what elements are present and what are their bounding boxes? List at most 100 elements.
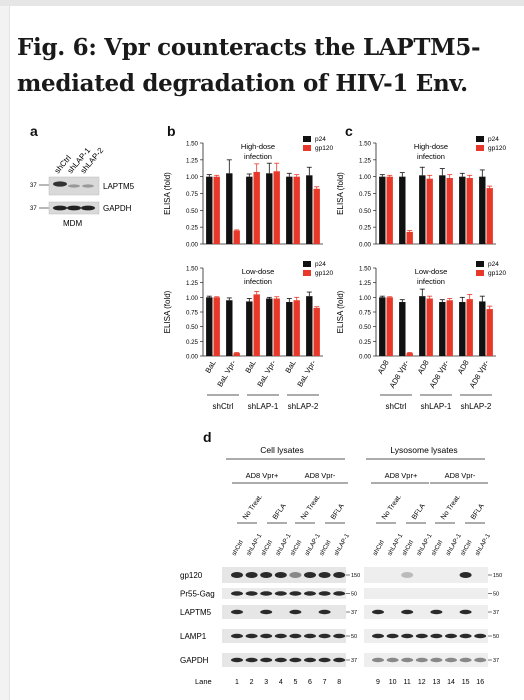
- panel-label-c: c: [345, 123, 353, 139]
- y-tick-label: 0.50: [359, 324, 372, 331]
- band: [372, 657, 384, 663]
- bar-gp120: [406, 231, 413, 244]
- lane-number: 15: [462, 679, 470, 686]
- bar-p24: [246, 301, 253, 356]
- y-axis-label: ELISA (fold): [163, 290, 172, 333]
- band: [333, 591, 346, 596]
- band: [289, 572, 302, 578]
- y-tick-label: 0.00: [186, 242, 199, 249]
- band: [459, 633, 472, 639]
- lane-label: shCtrl: [231, 539, 245, 557]
- band: [68, 184, 80, 188]
- bar-gp120: [253, 294, 260, 356]
- band: [304, 633, 316, 639]
- chart-annotation: High-dose: [414, 142, 448, 151]
- group-label: shCtrl: [386, 402, 407, 411]
- size-marker: 50: [493, 592, 499, 598]
- bar-gp120: [426, 178, 433, 244]
- bar-gp120: [486, 309, 493, 356]
- band: [372, 609, 384, 615]
- bar-p24: [479, 176, 486, 244]
- bar-gp120: [486, 188, 493, 244]
- band: [318, 633, 331, 639]
- band: [333, 572, 346, 578]
- panel-label-a: a: [30, 123, 38, 139]
- cell-type-label: MDM: [63, 219, 82, 228]
- panel-label-d: d: [203, 429, 212, 445]
- bar-p24: [266, 298, 273, 356]
- bar-gp120: [273, 171, 280, 244]
- y-tick-label: 1.25: [359, 280, 372, 287]
- bar-gp120: [446, 178, 453, 244]
- bar-p24: [379, 176, 386, 244]
- lane-number: 6: [308, 679, 312, 686]
- legend-label: gp120: [488, 270, 506, 277]
- band: [318, 591, 331, 596]
- band: [289, 657, 302, 663]
- treatment-label: BFLA: [272, 503, 288, 522]
- y-axis-label: ELISA (fold): [336, 172, 345, 215]
- bar-charts: 0.00 0.25 0.50 0.75 1.00 1.25 1.50 ELISA (fold)…: [163, 136, 506, 411]
- lane-number: 2: [250, 679, 254, 686]
- lane-number: 4: [279, 679, 283, 686]
- size-marker: 37: [30, 206, 37, 212]
- band: [245, 657, 258, 663]
- band: [274, 633, 287, 639]
- y-axis-label: ELISA (fold): [336, 290, 345, 333]
- band: [474, 657, 487, 663]
- bar-p24: [206, 176, 213, 244]
- chart-annotation: Low-dose: [242, 267, 275, 276]
- bar-p24: [419, 175, 426, 244]
- lane-label: shCtrl: [318, 539, 332, 557]
- bar-gp120: [273, 298, 280, 356]
- legend-label: p24: [315, 261, 326, 268]
- treatment-label: No Treat.: [300, 494, 322, 522]
- size-marker: 50: [351, 634, 357, 640]
- band: [260, 609, 273, 615]
- bar-gp120: [293, 300, 300, 356]
- y-tick-label: 0.25: [186, 225, 199, 232]
- bar-p24: [479, 301, 486, 356]
- bar-p24: [266, 173, 273, 244]
- legend-swatch: [303, 261, 311, 267]
- bar-gp120: [293, 176, 300, 244]
- legend-swatch: [476, 145, 484, 151]
- lane-label: shCtrl: [372, 539, 386, 557]
- y-tick-label: 0.50: [186, 208, 199, 215]
- row-label: Pr55-Gag: [180, 590, 215, 599]
- figure-title: Fig. 6: Vpr counteracts the LAPTM5-media…: [17, 34, 481, 97]
- band: [231, 657, 243, 663]
- band: [430, 609, 443, 615]
- group-label: shLAP-1: [421, 402, 452, 411]
- lane-number: 1: [235, 679, 239, 686]
- legend-label: p24: [488, 261, 499, 268]
- row-label: LAPTM5: [180, 608, 212, 617]
- group-header: Lysosome lysates: [390, 445, 457, 455]
- panel-label-b: b: [167, 123, 176, 139]
- group-header: Cell lysates: [260, 445, 303, 455]
- band: [274, 572, 287, 578]
- legend-swatch: [476, 136, 484, 142]
- lane-number: 8: [337, 679, 341, 686]
- y-tick-label: 0.00: [359, 242, 372, 249]
- legend-swatch: [303, 145, 311, 151]
- group-label: shCtrl: [213, 402, 234, 411]
- band: [53, 205, 67, 211]
- lane-number: 13: [433, 679, 441, 686]
- band: [401, 657, 414, 663]
- lane-number: 10: [389, 679, 397, 686]
- bar-gp120: [466, 178, 473, 244]
- y-tick-label: 0.75: [186, 191, 199, 198]
- lane-label: shCtrl: [289, 539, 303, 557]
- band: [304, 572, 316, 578]
- blot-strip: [364, 588, 488, 599]
- band: [274, 591, 287, 596]
- bar-gp120: [253, 171, 260, 244]
- band: [304, 657, 316, 663]
- bar-p24: [399, 302, 406, 356]
- y-tick-label: 1.00: [359, 174, 372, 181]
- size-marker: 50: [351, 592, 357, 598]
- band: [415, 657, 428, 663]
- treatment-label: BFLA: [330, 503, 346, 522]
- lane-label: shLAP-1: [333, 532, 351, 557]
